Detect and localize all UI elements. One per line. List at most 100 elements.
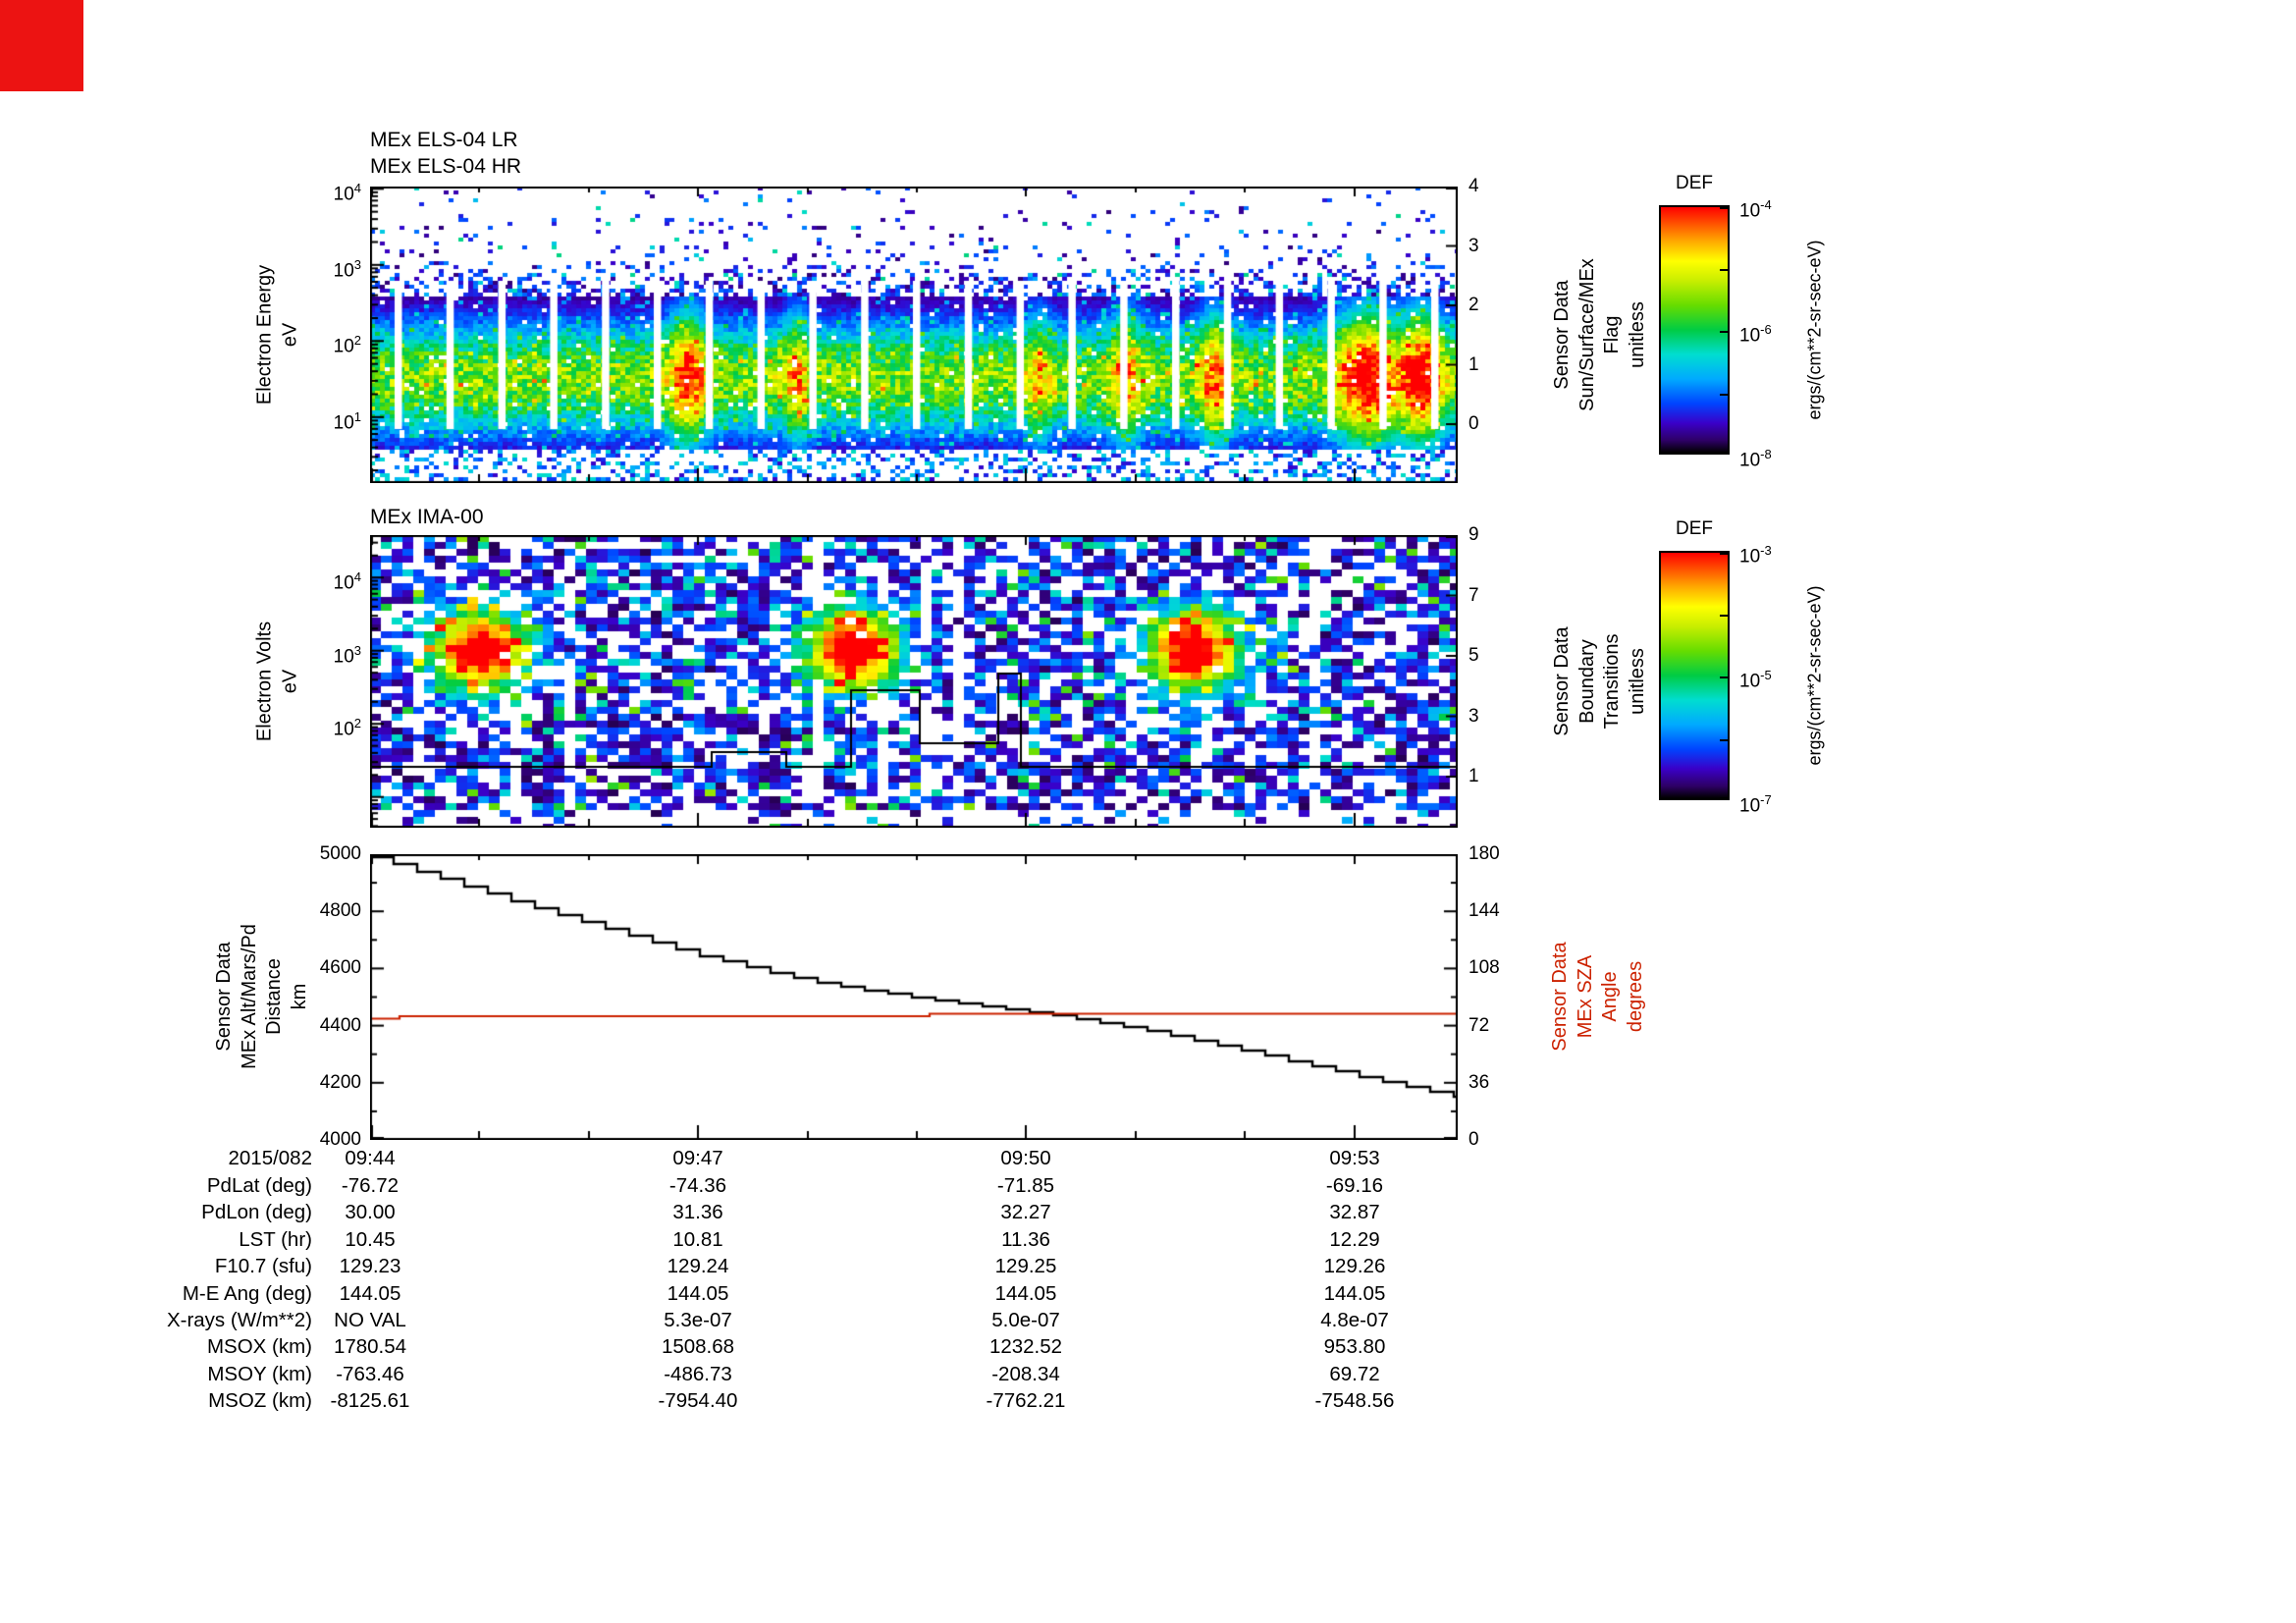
ima-title: MEx IMA-00 [370, 506, 484, 528]
table-cell-value: 129.23 [339, 1255, 401, 1278]
table-cell-value: 129.26 [1323, 1255, 1386, 1278]
colorbar-tick-mark [1720, 676, 1728, 678]
table-row-label: F10.7 (sfu) [214, 1255, 312, 1278]
table-cell-value: -7548.56 [1314, 1389, 1395, 1413]
sza-tick-label: 72 [1468, 1014, 1490, 1036]
time-tick-label: 09:44 [345, 1147, 396, 1169]
els-colorbar-tick-label: 10-6 [1739, 322, 1772, 347]
table-row-label: MSOZ (km) [208, 1389, 312, 1413]
table-cell-value: 32.27 [1000, 1201, 1051, 1224]
table-row-label: PdLat (deg) [206, 1174, 312, 1197]
ima-heatmap-canvas [370, 535, 1458, 828]
els-flag-tick-label: 3 [1468, 235, 1479, 256]
ima-boundary-tick-label: 1 [1468, 766, 1479, 786]
line-y-axis-label: Sensor Data MEx Alt/Mars/Pd Distance km [212, 924, 310, 1069]
table-cell-value: -74.36 [668, 1174, 727, 1197]
sza-right-axis-label: Sensor Data MEx SZA Angle degrees [1548, 942, 1646, 1052]
ima-colorbar-tick-label: 10-3 [1739, 543, 1772, 568]
sza-tick-label: 0 [1468, 1129, 1479, 1150]
table-cell-value: -208.34 [991, 1362, 1060, 1385]
ima-colorbar-tick-label: 10-5 [1739, 668, 1772, 692]
table-cell-value: 5.0e-07 [991, 1309, 1060, 1331]
table-cell-value: 4.8e-07 [1320, 1309, 1389, 1331]
colorbar-tick-mark [1720, 738, 1728, 741]
ima-spectrogram-panel [370, 535, 1458, 828]
table-cell-value: 144.05 [667, 1281, 729, 1305]
altitude-tick-label: 4400 [319, 1014, 361, 1036]
colorbar-tick-mark [1720, 797, 1728, 799]
table-cell-value: NO VAL [334, 1309, 406, 1331]
table-cell-value: 1508.68 [661, 1335, 735, 1359]
table-cell-value: -763.46 [336, 1362, 404, 1385]
table-cell-value: -7954.40 [658, 1389, 738, 1413]
els-flag-tick-label: 1 [1468, 353, 1479, 375]
sza-tick-label: 108 [1468, 957, 1500, 979]
time-tick-label: 09:50 [1000, 1147, 1051, 1169]
table-cell-value: 12.29 [1329, 1227, 1380, 1251]
table-cell-value: 11.36 [1001, 1227, 1050, 1251]
table-cell-value: -8125.61 [330, 1389, 410, 1413]
table-cell-value: -486.73 [664, 1362, 732, 1385]
colorbar-tick-mark [1720, 331, 1728, 333]
time-tick-label: 09:47 [672, 1147, 723, 1169]
ima-boundary-tick-label: 9 [1468, 524, 1479, 545]
colorbar-tick-mark [1720, 553, 1728, 555]
table-cell-value: 30.00 [345, 1201, 396, 1224]
table-row-label: MSOY (km) [207, 1362, 312, 1385]
table-cell-value: 32.87 [1329, 1201, 1380, 1224]
table-cell-value: 953.80 [1323, 1335, 1386, 1359]
sza-tick-label: 144 [1468, 900, 1500, 922]
table-cell-value: 31.36 [672, 1201, 723, 1224]
ima-y-tick-label: 104 [333, 569, 361, 594]
ima-boundary-tick-label: 7 [1468, 584, 1479, 606]
time-tick-label: 09:53 [1329, 1147, 1380, 1169]
ima-y-tick-label: 102 [333, 716, 361, 740]
table-cell-value: -7762.21 [986, 1389, 1066, 1413]
table-cell-value: 10.81 [672, 1227, 723, 1251]
red-corner-marker [0, 0, 83, 91]
colorbar-tick-mark [1720, 452, 1728, 454]
els-colorbar [1659, 205, 1730, 455]
els-colorbar-title: DEF [1676, 173, 1713, 193]
els-spectrogram-panel [370, 187, 1458, 483]
table-cell-value: 69.72 [1329, 1362, 1380, 1385]
table-cell-value: 129.24 [667, 1255, 729, 1278]
els-heatmap-canvas [370, 187, 1458, 483]
els-right-axis-label: Sensor Data Sun/Surface/MEx Flag unitles… [1550, 258, 1648, 411]
table-row-label: X-rays (W/m**2) [166, 1309, 312, 1331]
ima-colorbar [1659, 551, 1730, 800]
colorbar-tick-mark [1720, 614, 1728, 617]
els-title-hr: MEx ELS-04 HR [370, 155, 522, 178]
ima-colorbar-title: DEF [1676, 518, 1713, 539]
ima-colorbar-unit-label: ergs/(cm**2-sr-sec-eV) [1804, 585, 1825, 766]
altitude-tick-label: 4200 [319, 1071, 361, 1093]
els-y-tick-label: 103 [333, 256, 361, 282]
ima-y-tick-label: 103 [333, 642, 361, 668]
els-colorbar-tick-label: 10-8 [1739, 447, 1772, 471]
ima-right-axis-label: Sensor Data Boundary Transitions unitles… [1550, 626, 1648, 736]
table-cell-value: 129.25 [994, 1255, 1057, 1278]
table-row-label: MSOX (km) [206, 1335, 312, 1359]
els-flag-tick-label: 4 [1468, 176, 1479, 196]
table-cell-value: -69.16 [1325, 1174, 1384, 1197]
altitude-tick-label: 4000 [319, 1129, 361, 1150]
line-plot-panel [370, 854, 1458, 1140]
table-cell-value: 144.05 [339, 1281, 401, 1305]
els-title-lr: MEx ELS-04 LR [370, 129, 518, 151]
els-y-tick-label: 101 [333, 408, 361, 434]
table-cell-value: 1232.52 [988, 1335, 1063, 1359]
table-cell-value: 144.05 [994, 1281, 1057, 1305]
altitude-tick-label: 4800 [319, 900, 361, 922]
altitude-tick-label: 4600 [319, 957, 361, 979]
els-y-tick-label: 102 [333, 333, 361, 357]
date-label: 2015/082 [228, 1147, 312, 1169]
table-cell-value: 144.05 [1323, 1281, 1386, 1305]
ima-boundary-tick-label: 5 [1468, 645, 1479, 666]
table-row-label: M-E Ang (deg) [182, 1281, 312, 1305]
els-colorbar-unit-label: ergs/(cm**2-sr-sec-eV) [1804, 240, 1825, 420]
table-cell-value: 5.3e-07 [664, 1309, 732, 1331]
table-cell-value: -76.72 [341, 1174, 400, 1197]
colorbar-tick-mark [1720, 393, 1728, 396]
table-row-label: PdLon (deg) [201, 1201, 312, 1224]
